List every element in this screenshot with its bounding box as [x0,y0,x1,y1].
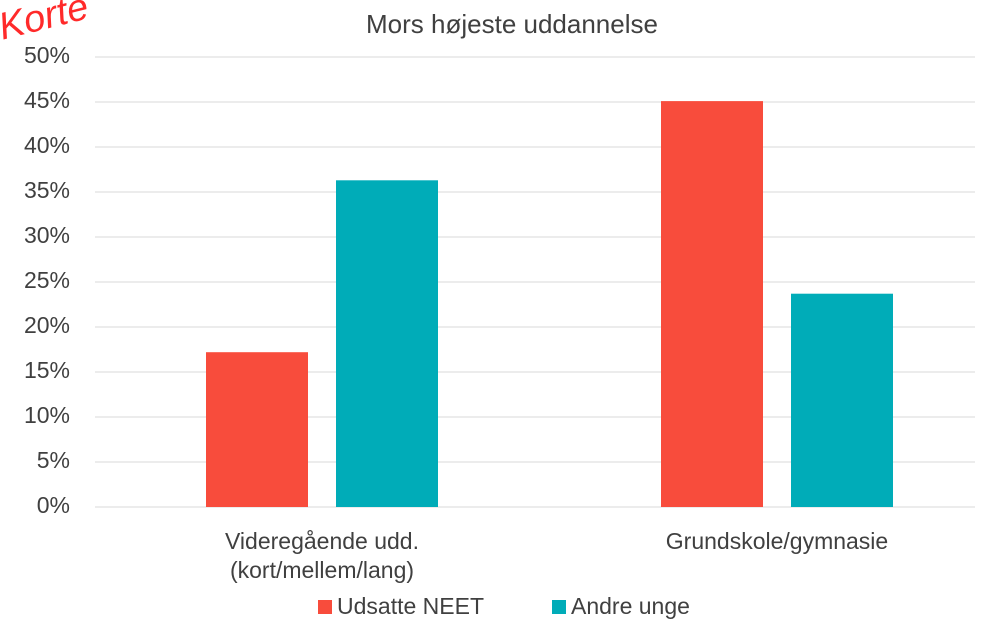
bar [206,352,308,507]
x-tick-label: Grundskole/gymnasie [665,528,889,554]
y-tick-label: 0% [37,492,70,518]
y-tick-label: 35% [24,177,70,203]
legend-label: Udsatte NEET [337,593,484,619]
legend-swatch [552,600,566,614]
y-tick-label: 40% [24,132,70,158]
bar [661,101,763,507]
bar [791,293,893,507]
y-tick-label: 30% [24,222,70,248]
y-tick-label: 45% [24,87,70,113]
y-tick-label: 10% [24,402,70,428]
y-tick-label: 50% [24,42,70,68]
x-tick-label: Videregående udd. (kort/mellem/lang) [225,528,419,583]
y-tick-label: 25% [24,267,70,293]
chart-title: Mors højeste uddannelse [366,9,658,39]
y-tick-label: 20% [24,312,70,338]
legend-label: Andre unge [571,593,690,619]
legend-swatch [318,600,332,614]
bar [336,180,438,508]
y-tick-label: 5% [37,447,70,473]
y-tick-label: 15% [24,357,70,383]
